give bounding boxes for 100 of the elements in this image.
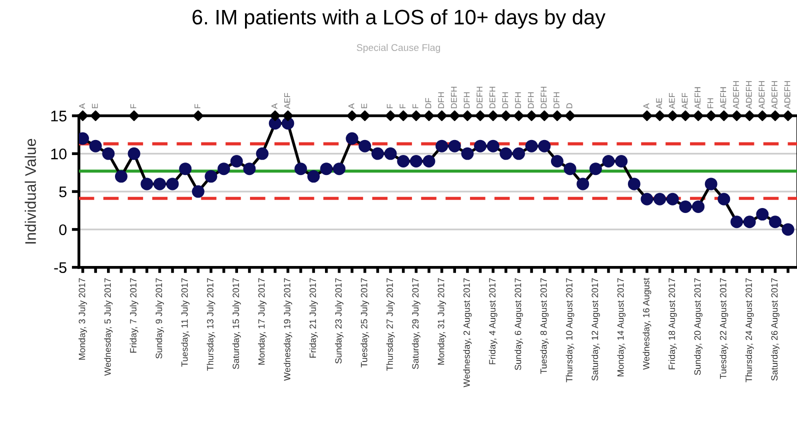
chart-title: 6. IM patients with a LOS of 10+ days by day bbox=[192, 9, 606, 29]
point bbox=[512, 147, 525, 160]
point bbox=[782, 223, 794, 236]
data-label: FH bbox=[708, 98, 714, 108]
data-label: AEF bbox=[682, 92, 688, 109]
point bbox=[744, 110, 755, 122]
data-label: DEFH bbox=[451, 86, 457, 108]
x-tick-label: Wednesday, 5 July 2017 bbox=[104, 278, 113, 376]
x-tick-label: Tuesday, 11 July 2017 bbox=[181, 278, 190, 367]
point bbox=[654, 192, 666, 206]
data-label: DFH bbox=[515, 92, 521, 108]
x-tick-label: Sunday, 23 July 2017 bbox=[335, 278, 344, 364]
point bbox=[410, 154, 422, 168]
point bbox=[128, 110, 140, 122]
point bbox=[461, 147, 474, 160]
y-tick-label: 10 bbox=[51, 148, 66, 160]
point bbox=[346, 132, 358, 145]
point bbox=[757, 110, 768, 122]
point bbox=[692, 110, 704, 122]
x-tick-label: Monday, 31 July 2017 bbox=[438, 278, 446, 365]
x-tick-label: Sunday, 20 August 2017 bbox=[694, 278, 702, 376]
point bbox=[320, 162, 333, 176]
point bbox=[282, 110, 294, 122]
x-tick-label: Wednesday, 2 August 2017 bbox=[463, 278, 472, 388]
data-label: AEF bbox=[284, 92, 290, 109]
point bbox=[628, 178, 640, 190]
x-tick-label: Wednesday, 19 July 2017 bbox=[284, 278, 292, 381]
point bbox=[680, 110, 691, 122]
point bbox=[270, 110, 280, 122]
point bbox=[756, 208, 769, 221]
point bbox=[90, 110, 101, 122]
point bbox=[192, 185, 204, 198]
data-label: A bbox=[643, 103, 650, 109]
point bbox=[192, 110, 204, 122]
point bbox=[640, 192, 654, 206]
x-tick-label: Sunday, 6 August 2017 bbox=[514, 278, 523, 370]
data-label: DEFH bbox=[490, 86, 496, 108]
y-axis-title: Individual Value bbox=[24, 138, 36, 244]
data-label: DFH bbox=[438, 92, 444, 108]
point bbox=[243, 162, 256, 176]
x-tick-label: Friday, 4 August 2017 bbox=[488, 278, 498, 364]
x-tick-label: Saturday, 15 July 2017 bbox=[232, 278, 241, 370]
point bbox=[474, 110, 486, 122]
point bbox=[474, 140, 487, 152]
data-label: AEF bbox=[669, 92, 675, 109]
point bbox=[539, 110, 550, 122]
point bbox=[526, 110, 537, 122]
x-tick-label: Monday, 17 July 2017 bbox=[258, 278, 266, 365]
point bbox=[782, 110, 794, 122]
point bbox=[704, 178, 718, 190]
data-label: F bbox=[130, 104, 136, 108]
x-tick-label: Saturday, 29 July 2017 bbox=[412, 278, 420, 370]
point bbox=[615, 154, 628, 168]
y-tick-label: 15 bbox=[51, 110, 66, 122]
y-tick-label: -5 bbox=[54, 262, 66, 274]
point bbox=[743, 216, 756, 228]
data-label: E bbox=[92, 104, 98, 108]
x-tick-label: Thursday, 27 July 2017 bbox=[386, 278, 395, 371]
point bbox=[410, 110, 422, 122]
data-label: ADEFH bbox=[758, 81, 765, 109]
point bbox=[294, 162, 307, 176]
point bbox=[230, 154, 243, 168]
point bbox=[500, 147, 512, 160]
point bbox=[89, 140, 102, 152]
point bbox=[679, 200, 692, 213]
point bbox=[218, 162, 230, 176]
x-tick-label: Tuesday, 25 July 2017 bbox=[360, 278, 370, 368]
point bbox=[424, 110, 434, 122]
point bbox=[550, 154, 564, 168]
x-tick-label: Thursday, 10 August 2017 bbox=[566, 278, 574, 382]
point bbox=[204, 170, 218, 183]
data-label: DEFH bbox=[540, 86, 547, 108]
data-label: ADEFH bbox=[733, 81, 739, 109]
x-tick-label: Saturday, 26 August 2017 bbox=[770, 278, 780, 381]
y-tick-label: 5 bbox=[59, 186, 66, 198]
point bbox=[307, 170, 320, 183]
point bbox=[153, 178, 166, 190]
point bbox=[602, 154, 615, 168]
point bbox=[667, 110, 678, 122]
chart-subtitle: Special Cause Flag bbox=[356, 44, 440, 53]
point bbox=[488, 110, 498, 122]
point bbox=[346, 110, 358, 122]
point bbox=[513, 110, 524, 122]
data-label: D bbox=[566, 103, 572, 108]
point bbox=[114, 170, 128, 183]
point bbox=[128, 147, 140, 160]
point bbox=[731, 110, 742, 122]
point bbox=[449, 110, 460, 122]
data-label: F bbox=[400, 104, 406, 108]
point bbox=[730, 216, 743, 228]
point bbox=[654, 110, 666, 122]
point bbox=[525, 140, 538, 152]
point bbox=[718, 110, 730, 122]
data-label: E bbox=[361, 104, 368, 108]
data-label: DF bbox=[425, 98, 432, 108]
point bbox=[397, 154, 410, 168]
point bbox=[384, 147, 397, 160]
x-tick-label: Tuesday, 8 August 2017 bbox=[540, 278, 549, 374]
data-label: AE bbox=[656, 98, 662, 109]
x-tick-label: Monday, 3 July 2017 bbox=[78, 278, 87, 360]
